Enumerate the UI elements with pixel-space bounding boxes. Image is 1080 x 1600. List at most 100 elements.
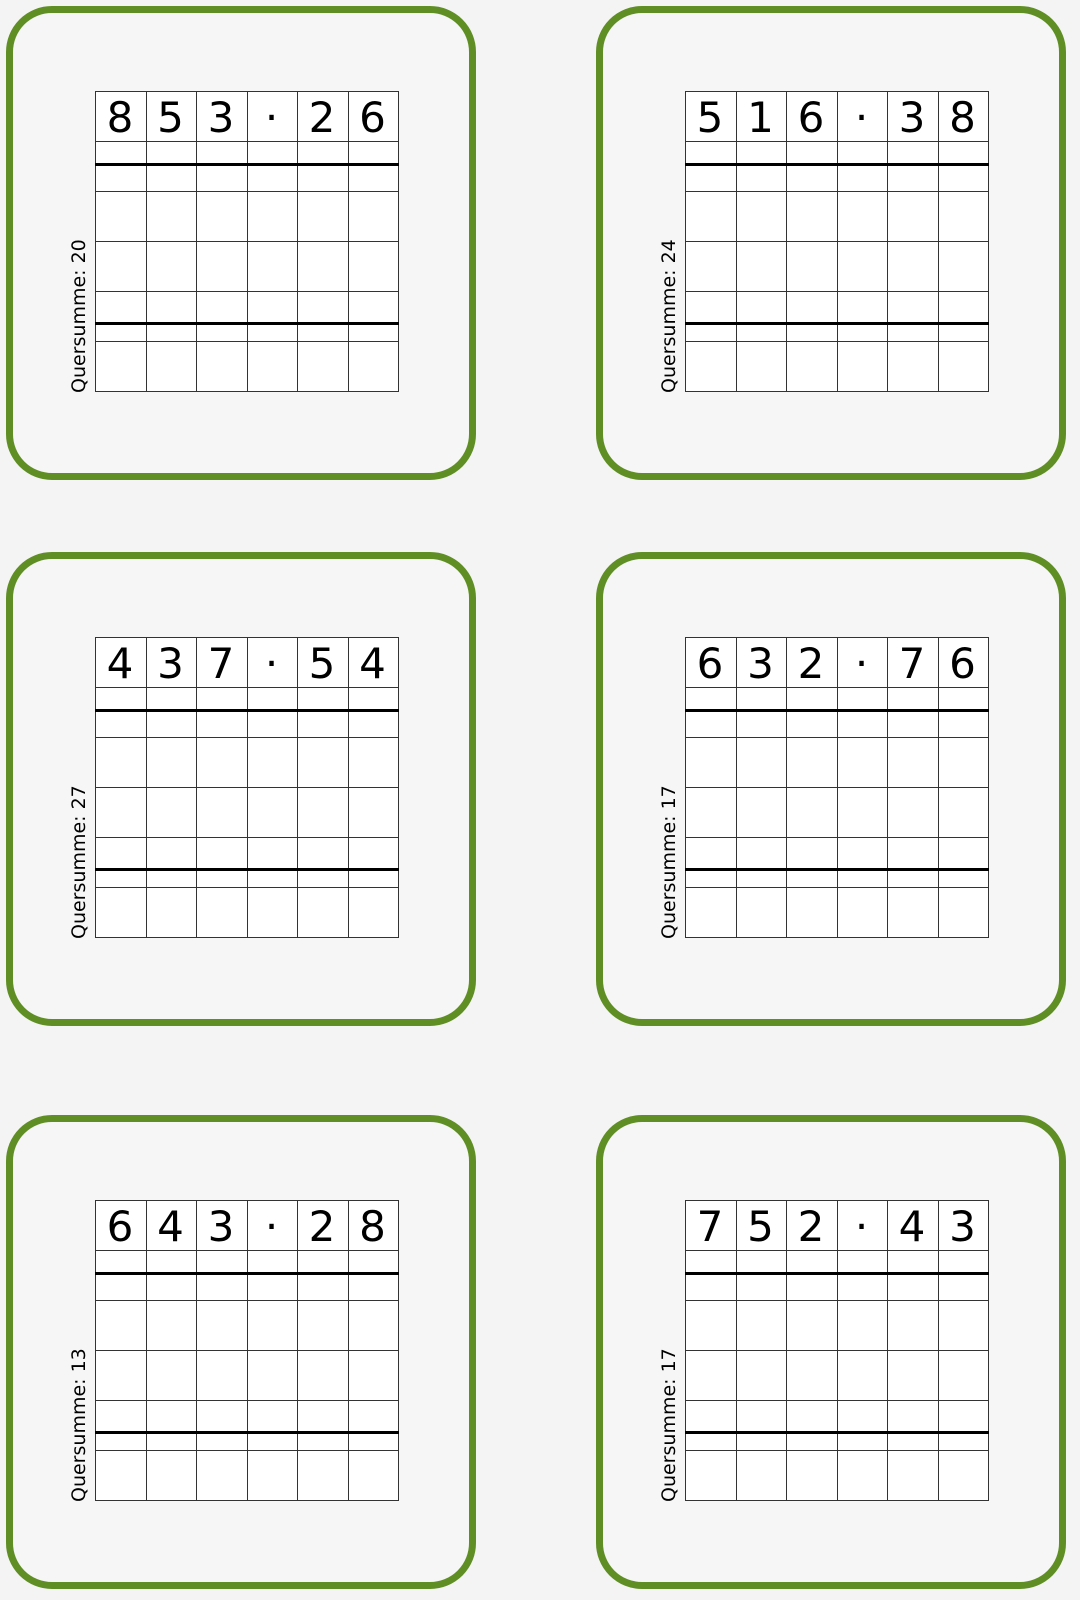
grid-line — [95, 687, 399, 688]
digit-cell: 6 — [797, 93, 825, 142]
digit-cell: 5 — [747, 1202, 774, 1251]
digit-cell: 8 — [949, 93, 976, 142]
calculation-grid: 5 1 6 · 3 8 — [685, 91, 989, 392]
digit-cell: 7 — [898, 639, 926, 688]
digit-cell: 6 — [696, 639, 724, 688]
result-line — [95, 868, 399, 871]
digit-cell: 3 — [898, 93, 926, 142]
grid-line — [95, 937, 399, 938]
digit-cell: 8 — [106, 93, 134, 142]
grid-line — [95, 1350, 399, 1351]
quersumme-label: Quersumme: 27 — [68, 785, 90, 939]
grid-line — [685, 91, 989, 92]
digit-cell: 3 — [747, 639, 774, 688]
digit-cell: 4 — [359, 639, 386, 688]
digit-cell: 5 — [308, 639, 336, 688]
calculation-grid: 7 5 2 · 4 3 — [685, 1200, 989, 1501]
grid-line — [685, 687, 989, 688]
grid-line — [685, 887, 989, 888]
result-line — [685, 1431, 989, 1434]
exercise-card: 8 5 3 · 2 6 Quersumme: 20 — [6, 6, 476, 480]
quersumme-label: Quersumme: 17 — [658, 1348, 680, 1502]
multiply-sign: · — [264, 639, 279, 688]
result-line — [685, 163, 989, 166]
digit-cell: 7 — [696, 1202, 724, 1251]
multiply-sign: · — [264, 1202, 279, 1251]
digit-cell: 1 — [747, 93, 774, 142]
exercise-card: 6 3 2 · 7 6 Quersumme: 17 — [596, 552, 1066, 1026]
grid-line — [95, 91, 399, 92]
result-line — [685, 1272, 989, 1275]
result-line — [685, 322, 989, 325]
digit-cell: 6 — [949, 639, 976, 688]
grid-line — [685, 291, 989, 292]
calculation-grid: 6 3 2 · 7 6 — [685, 637, 989, 938]
result-line — [95, 1272, 399, 1275]
grid-line — [685, 1350, 989, 1351]
grid-line — [95, 241, 399, 242]
digit-cell: 5 — [696, 93, 724, 142]
grid-line — [685, 737, 989, 738]
grid-line — [95, 141, 399, 142]
digit-cell: 2 — [308, 1202, 336, 1251]
digit-cell: 2 — [308, 93, 336, 142]
calculation-grid: 6 4 3 · 2 8 — [95, 1200, 399, 1501]
multiply-sign: · — [264, 93, 279, 142]
digit-cell: 2 — [797, 1202, 825, 1251]
grid-line — [685, 341, 989, 342]
grid-line — [95, 341, 399, 342]
digit-cell: 6 — [106, 1202, 134, 1251]
grid-line — [685, 1300, 989, 1301]
multiply-sign: · — [854, 1202, 869, 1251]
calculation-grid: 8 5 3 · 2 6 — [95, 91, 399, 392]
grid-line — [95, 1400, 399, 1401]
grid-line — [685, 787, 989, 788]
digit-cell: 2 — [797, 639, 825, 688]
grid-line — [685, 141, 989, 142]
digit-cell: 3 — [949, 1202, 976, 1251]
grid-line — [95, 787, 399, 788]
digit-cell: 6 — [359, 93, 386, 142]
digit-cell: 3 — [157, 639, 184, 688]
quersumme-label: Quersumme: 20 — [68, 239, 90, 393]
calculation-grid: 4 3 7 · 5 4 — [95, 637, 399, 938]
exercise-card: 6 4 3 · 2 8 Quersumme: 13 — [6, 1115, 476, 1589]
result-line — [95, 163, 399, 166]
grid-line — [685, 1200, 989, 1201]
grid-line — [685, 241, 989, 242]
grid-line — [685, 1400, 989, 1401]
digit-cell: 5 — [157, 93, 184, 142]
result-line — [95, 322, 399, 325]
digit-cell: 8 — [359, 1202, 386, 1251]
grid-line — [95, 1500, 399, 1501]
digit-cell: 3 — [207, 1202, 235, 1251]
multiply-sign: · — [854, 639, 869, 688]
digit-cell: 4 — [157, 1202, 184, 1251]
result-line — [95, 709, 399, 712]
digit-cell: 4 — [106, 639, 134, 688]
result-line — [685, 709, 989, 712]
grid-line — [95, 1200, 399, 1201]
grid-line — [95, 291, 399, 292]
quersumme-label: Quersumme: 13 — [68, 1348, 90, 1502]
exercise-card: 5 1 6 · 3 8 Quersumme: 24 — [596, 6, 1066, 480]
quersumme-label: Quersumme: 17 — [658, 785, 680, 939]
exercise-card: 7 5 2 · 4 3 Quersumme: 17 — [596, 1115, 1066, 1589]
grid-line — [685, 637, 989, 638]
grid-line — [685, 191, 989, 192]
grid-line — [95, 1300, 399, 1301]
grid-line — [95, 637, 399, 638]
digit-cell: 3 — [207, 93, 235, 142]
grid-line — [685, 391, 989, 392]
grid-line — [685, 1250, 989, 1251]
grid-line — [95, 887, 399, 888]
result-line — [685, 868, 989, 871]
grid-line — [95, 837, 399, 838]
exercise-card: 4 3 7 · 5 4 Quersumme: 27 — [6, 552, 476, 1026]
grid-line — [685, 837, 989, 838]
grid-line — [685, 937, 989, 938]
grid-line — [95, 737, 399, 738]
result-line — [95, 1431, 399, 1434]
digit-cell: 7 — [207, 639, 235, 688]
grid-line — [685, 1500, 989, 1501]
